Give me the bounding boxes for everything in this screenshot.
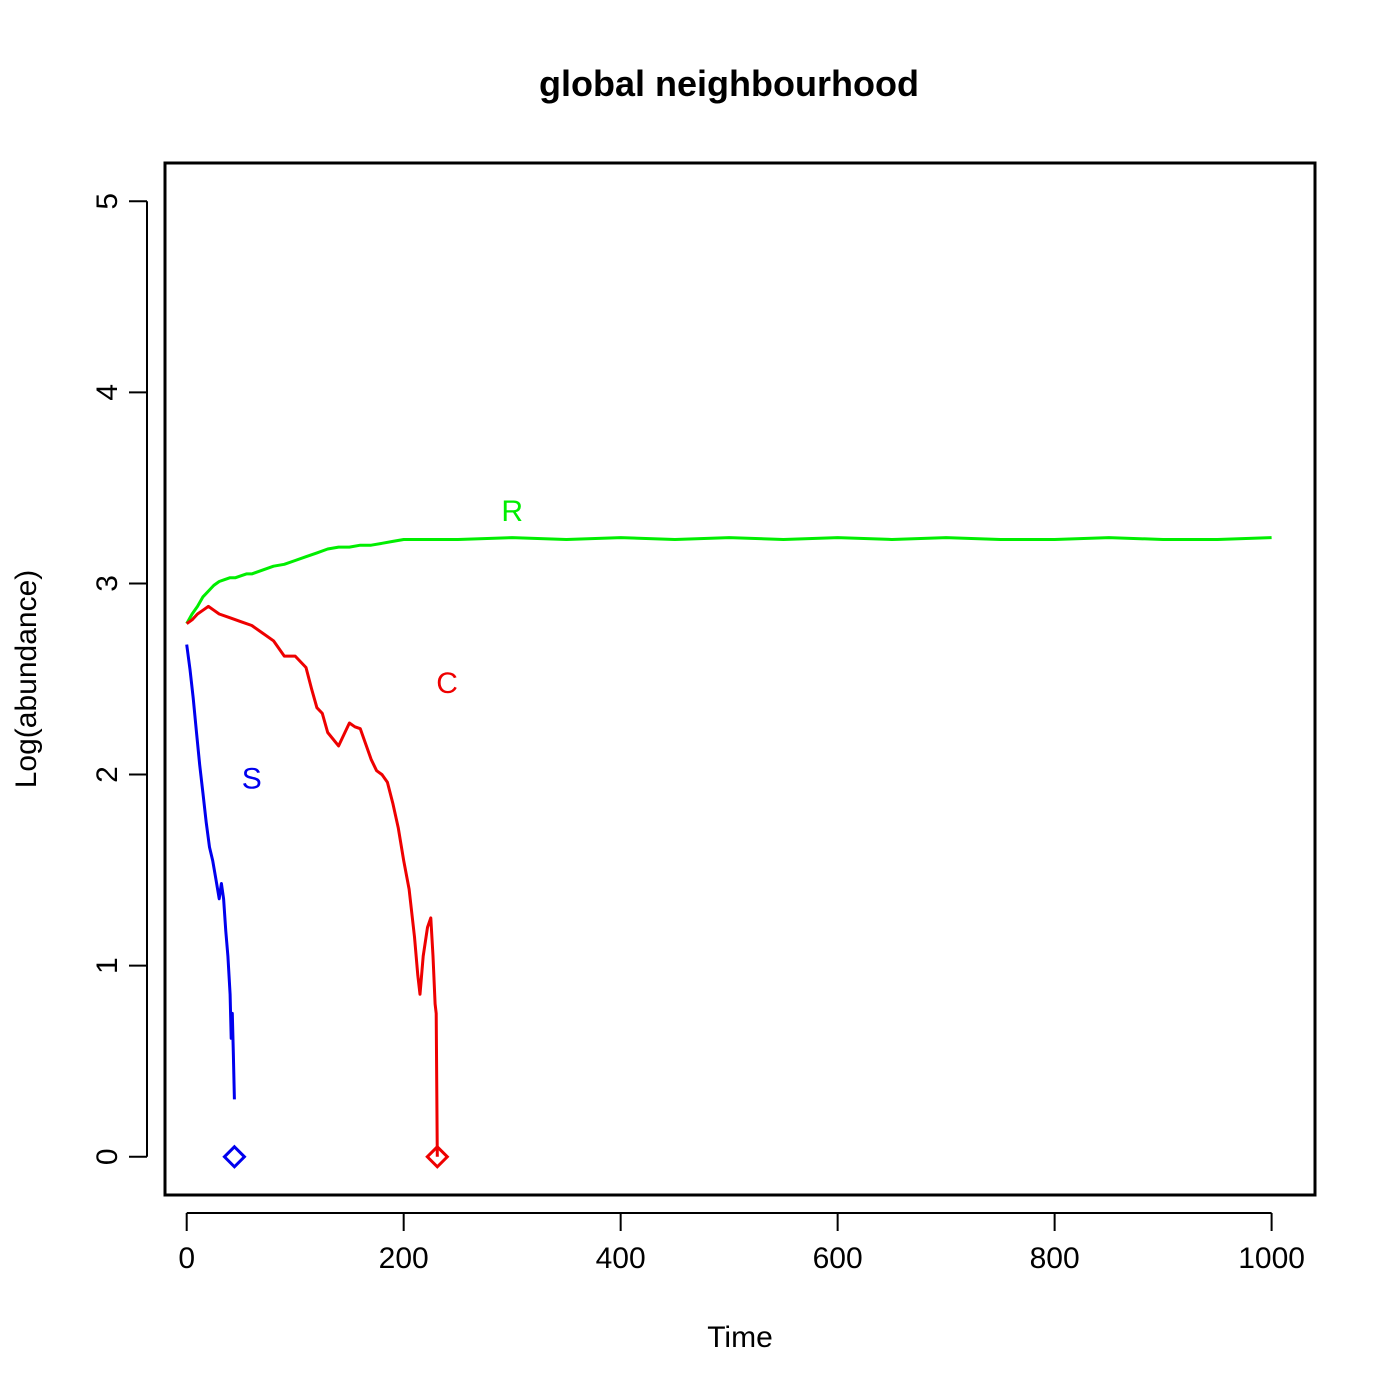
y-tick-label: 4 (91, 384, 124, 401)
y-tick-label: 3 (91, 575, 124, 592)
y-axis-label: Log(abundance) (10, 570, 43, 789)
series-label-C: C (436, 667, 458, 700)
chart-title: global neighbourhood (539, 63, 919, 104)
marker-C-extinction (425, 1144, 450, 1169)
y-tick-label: 2 (91, 766, 124, 783)
y-tick-label: 1 (91, 957, 124, 974)
y-tick-label: 0 (91, 1148, 124, 1165)
x-tick-label: 600 (813, 1242, 863, 1275)
series-line-R (185, 536, 1272, 625)
series-line-C (185, 604, 439, 1157)
series-label-R: R (501, 495, 523, 528)
x-tick-label: 0 (178, 1242, 195, 1275)
series-layer (185, 536, 1272, 1157)
marker-layer (222, 1144, 450, 1169)
x-tick-label: 1000 (1238, 1242, 1305, 1275)
y-axis: 0 1 2 3 4 5 (91, 193, 148, 1165)
y-tick-label: 5 (91, 193, 124, 210)
x-tick-label: 800 (1030, 1242, 1080, 1275)
x-axis: 0 200 400 600 800 1000 (178, 1212, 1305, 1275)
series-label-S: S (242, 762, 262, 795)
series-line-S (185, 644, 236, 1100)
marker-S-extinction (222, 1144, 247, 1169)
x-tick-label: 200 (379, 1242, 429, 1275)
x-axis-label: Time (707, 1321, 773, 1354)
series-labels: R C S (242, 495, 523, 796)
x-tick-label: 400 (596, 1242, 646, 1275)
plot-frame (163, 161, 1317, 1197)
